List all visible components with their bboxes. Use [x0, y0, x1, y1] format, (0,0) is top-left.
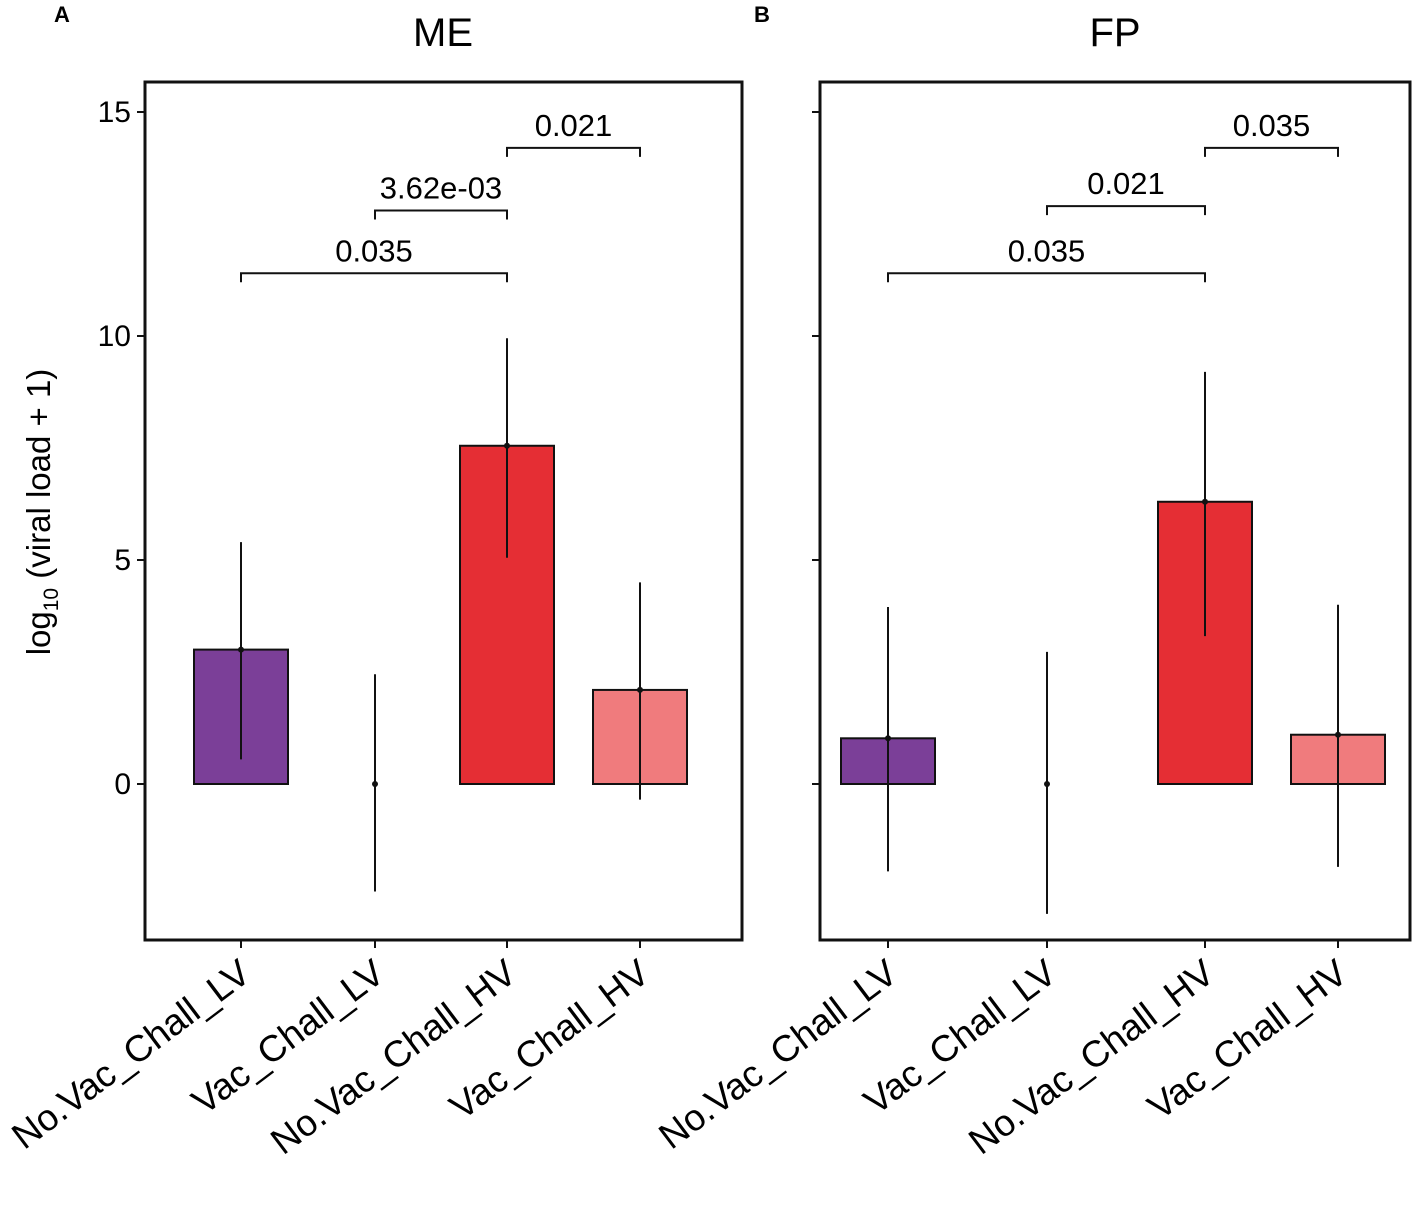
significance-bracket — [1204, 146, 1339, 157]
significance-bracket — [887, 272, 1206, 283]
p-value-label: 0.035 — [335, 233, 413, 268]
mean-point — [637, 686, 643, 693]
x-tick-label: No.Vac_Chall_LV — [651, 951, 905, 1156]
p-value-label: 0.035 — [1233, 108, 1311, 143]
y-axis-label-rest: (viral load + 1) — [20, 369, 57, 588]
chart-title: FP — [1089, 11, 1140, 55]
significance-bracket — [1046, 205, 1206, 216]
y-tick-label: 10 — [98, 320, 131, 353]
p-value-label: 0.035 — [1008, 233, 1086, 268]
y-tick-label: 15 — [98, 96, 131, 129]
y-axis-label: log10 (viral load + 1) — [20, 369, 63, 656]
p-value-label: 0.021 — [535, 108, 613, 143]
plot-frame — [143, 80, 744, 942]
panel-letter: B — [754, 2, 770, 27]
p-value-label: 0.021 — [1087, 166, 1165, 201]
y-axis-label-main: log — [20, 611, 57, 655]
mean-point — [885, 735, 891, 742]
mean-point — [1044, 781, 1050, 787]
mean-point — [1202, 498, 1208, 505]
panel-b: B FP0.0350.0210.035No.Vac_Chall_LVVac_Cha… — [651, 2, 1412, 1162]
panel-a: A ME 0.035 3.62e-03 0.021 0 5 10 15 No.Vac_Chall_… — [4, 2, 744, 1162]
x-tick-label: No.Vac_Chall_HV — [263, 951, 524, 1162]
p-value-label: 3.62e-03 — [380, 171, 502, 206]
mean-point — [1335, 731, 1341, 738]
y-axis-label-subscript: 10 — [40, 588, 63, 611]
mean-point — [238, 646, 244, 653]
significance-bracket — [506, 146, 641, 157]
significance-bracket — [374, 209, 508, 220]
y-tick-label: 0 — [114, 768, 131, 801]
y-tick-label: 5 — [114, 544, 131, 577]
x-tick-label: No.Vac_Chall_LV — [4, 951, 258, 1156]
chart-title: ME — [413, 11, 473, 55]
mean-point — [504, 442, 510, 449]
plot-frame — [818, 80, 1412, 942]
mean-point — [372, 781, 378, 787]
panel-letter: A — [54, 2, 70, 27]
significance-bracket — [240, 272, 508, 283]
